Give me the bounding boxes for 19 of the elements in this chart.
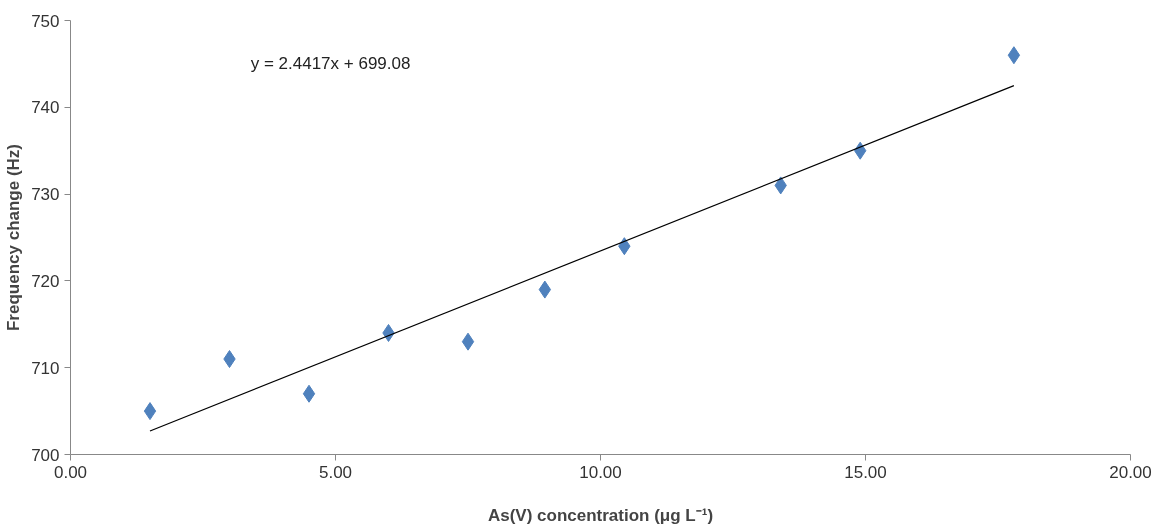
x-axis-title: As(V) concentration (μg L⁻¹): [487, 505, 714, 525]
y-tick-label: 700: [31, 445, 60, 465]
point: [143, 402, 157, 421]
y-tick-label: 740: [31, 98, 60, 118]
y-tick-label: 750: [31, 11, 60, 31]
point: [538, 280, 552, 299]
x-tick-label: 10.00: [579, 462, 622, 482]
y-tick-label: 710: [31, 358, 60, 378]
x-tick-label: 5.00: [318, 462, 353, 482]
annotation: y = 2.4417x + 699.08: [250, 53, 411, 73]
x-tick-label: 20.00: [1109, 462, 1152, 482]
y-tick-label: 720: [31, 271, 60, 291]
x-tick-label: 15.00: [844, 462, 887, 482]
point: [461, 332, 475, 351]
y-tick-label: 730: [31, 185, 60, 205]
x-tick-label: 0.00: [53, 462, 88, 482]
point: [1007, 46, 1021, 65]
point: [302, 384, 316, 403]
y-axis-title: Frequency change (Hz): [4, 143, 24, 332]
